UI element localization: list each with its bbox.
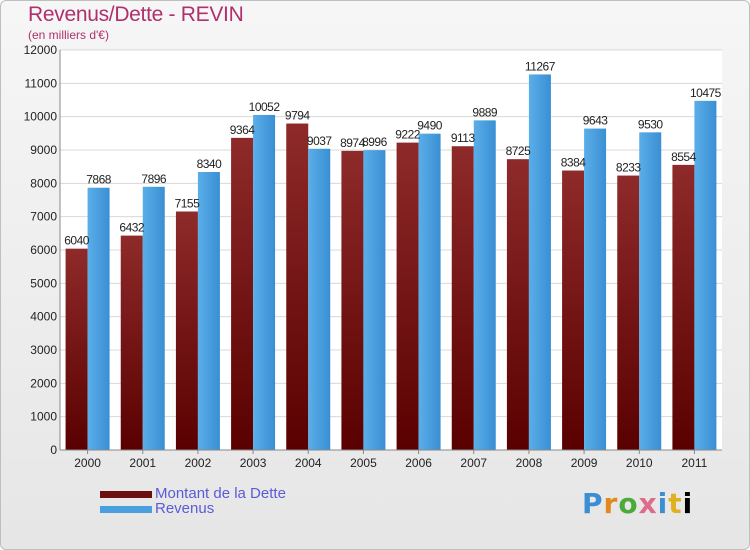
y-tick-label: 0 <box>50 443 57 457</box>
legend-swatch-revenus <box>100 505 152 513</box>
data-label: 6040 <box>64 234 90 248</box>
x-tick-label: 2008 <box>516 456 543 470</box>
data-label: 8554 <box>671 150 697 164</box>
bar-dette <box>396 142 419 450</box>
bar-revenus <box>142 186 165 451</box>
chart-subtitle: (en milliers d'€) <box>28 28 109 42</box>
y-tick-label: 12000 <box>24 43 58 57</box>
x-tick-label: 2009 <box>571 456 598 470</box>
data-label: 9490 <box>417 119 443 133</box>
bars <box>65 74 717 451</box>
x-tick-label: 2001 <box>129 456 156 470</box>
data-label: 9794 <box>285 109 311 123</box>
x-tick-label: 2005 <box>350 456 377 470</box>
data-label: 8996 <box>362 135 388 149</box>
bar-dette <box>175 211 198 450</box>
bar-revenus <box>473 120 496 450</box>
logo-letter: t <box>668 487 683 520</box>
logo-letter: o <box>618 487 639 520</box>
data-label: 9643 <box>583 114 609 128</box>
logo-letter: x <box>638 487 658 520</box>
data-label: 8340 <box>197 157 223 171</box>
x-tick-label: 2011 <box>682 456 708 470</box>
legend-label-revenus: Revenus <box>155 500 215 517</box>
logo-letter: P <box>582 487 604 520</box>
y-tick-label: 1000 <box>30 410 57 424</box>
x-tick-label: 2004 <box>295 456 322 470</box>
bar-revenus <box>87 187 110 450</box>
data-label: 8384 <box>561 156 587 170</box>
data-label: 11267 <box>525 59 556 73</box>
data-label: 6432 <box>119 221 145 235</box>
data-label: 9037 <box>307 134 333 148</box>
bar-dette <box>65 248 88 450</box>
legend-label-dette: Montant de la Dette <box>155 485 286 502</box>
bar-revenus <box>584 128 607 451</box>
data-label: 7155 <box>175 197 201 211</box>
bar-dette <box>286 123 309 451</box>
y-axis: 0 1000 2000 3000 4000 5000 6000 7000 8000 9000 100… <box>24 43 61 457</box>
x-tick-label: 2010 <box>626 456 653 470</box>
y-tick-label: 9000 <box>30 143 57 157</box>
data-labels: 6040 7868 6432 7896 7155 8340 9364 10052 9794 903… <box>64 59 722 248</box>
y-tick-label: 2000 <box>30 376 57 390</box>
bar-dette <box>617 175 640 451</box>
bar-revenus <box>197 172 220 450</box>
proxiti-logo: Proxiti <box>582 487 693 520</box>
x-tick-label: 2003 <box>240 456 267 470</box>
y-tick-label: 4000 <box>30 310 57 324</box>
data-label: 9222 <box>395 128 421 142</box>
x-tick-label: 2007 <box>460 456 487 470</box>
y-tick-label: 10000 <box>24 110 58 124</box>
bar-dette <box>562 170 585 451</box>
data-label: 7868 <box>86 173 112 187</box>
data-label: 10052 <box>249 100 281 114</box>
y-tick-label: 11000 <box>25 76 58 90</box>
bar-revenus <box>639 132 662 451</box>
bar-dette <box>506 159 529 450</box>
data-label: 8233 <box>616 161 642 175</box>
x-tick-label: 2006 <box>405 456 432 470</box>
data-label: 9113 <box>451 131 476 145</box>
grid-lines <box>60 49 722 451</box>
logo-letter: r <box>603 487 619 520</box>
bar-revenus <box>418 133 441 450</box>
data-label: 9530 <box>638 117 664 131</box>
bar-revenus <box>308 148 331 450</box>
x-axis: 2000 2001 2002 2003 2004 2005 2006 2007 2008 2009… <box>60 449 722 470</box>
bar-dette <box>451 146 474 450</box>
legend-swatch-dette <box>100 490 152 498</box>
x-tick-label: 2002 <box>185 456 212 470</box>
bar-revenus <box>253 114 276 450</box>
data-label: 9889 <box>472 105 498 119</box>
bar-dette <box>231 137 254 450</box>
y-tick-label: 8000 <box>30 176 57 190</box>
bar-revenus <box>694 100 717 450</box>
bar-revenus <box>528 74 551 450</box>
data-label: 9364 <box>230 123 256 137</box>
logo-letter: i <box>657 487 669 520</box>
data-label: 8974 <box>340 136 366 150</box>
bar-revenus <box>363 150 386 450</box>
data-label: 8725 <box>506 144 532 158</box>
legend: Montant de la Dette Revenus <box>100 486 286 516</box>
bar-dette <box>341 150 364 450</box>
y-tick-label: 5000 <box>30 276 57 290</box>
y-tick-label: 6000 <box>30 243 57 257</box>
chart-title: Revenus/Dette - REVIN <box>28 3 244 26</box>
bar-dette <box>672 164 695 450</box>
legend-item-dette: Montant de la Dette <box>100 486 286 501</box>
legend-item-revenus: Revenus <box>100 501 286 516</box>
x-tick-label: 2000 <box>74 456 101 470</box>
data-label: 10475 <box>690 86 722 100</box>
logo-letter: i <box>682 487 694 520</box>
data-label: 7896 <box>141 172 167 186</box>
y-tick-label: 3000 <box>30 343 57 357</box>
y-tick-label: 7000 <box>30 210 57 224</box>
bar-dette <box>120 235 143 450</box>
